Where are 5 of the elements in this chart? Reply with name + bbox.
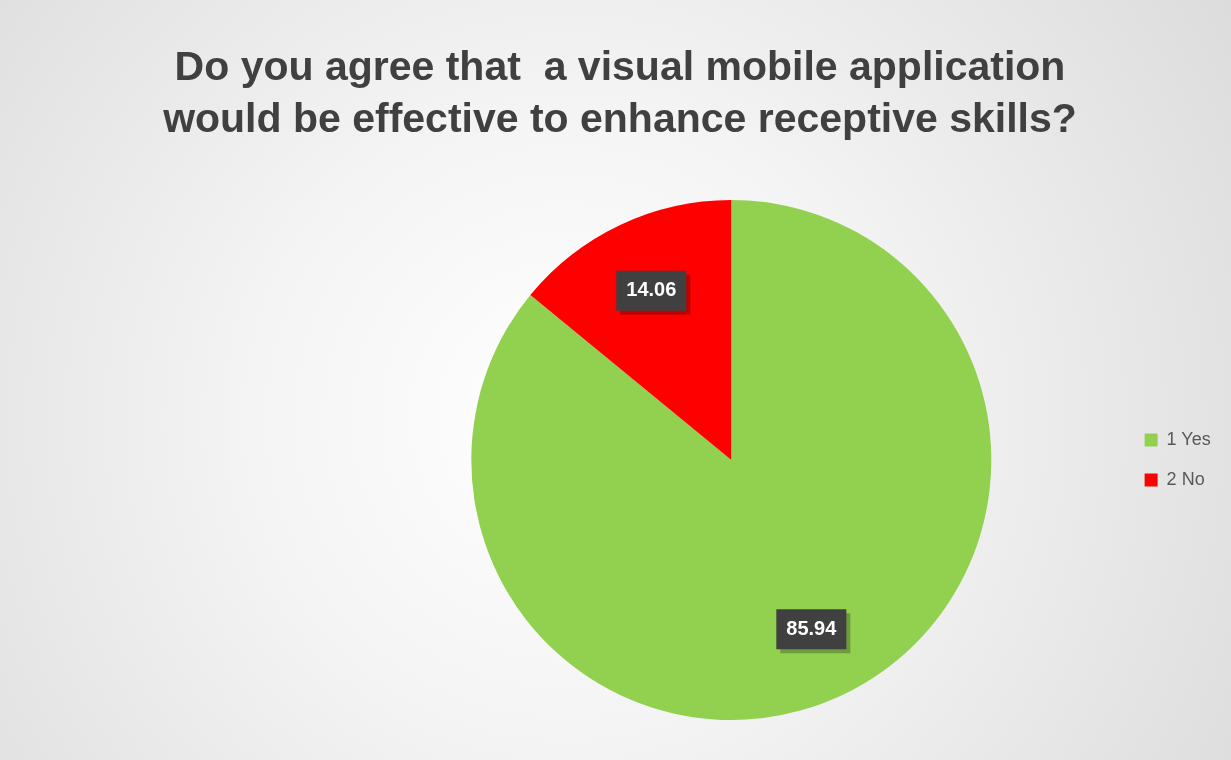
- chart-title: Do you agree that a visual mobile application would be effective to enhance receptive skills?: [162, 42, 1078, 143]
- data-label: 14.06: [626, 278, 677, 301]
- legend-label: 1 Yes: [1166, 428, 1211, 449]
- data-label: 85.94: [786, 616, 838, 639]
- legend-label: 2 No: [1166, 468, 1205, 489]
